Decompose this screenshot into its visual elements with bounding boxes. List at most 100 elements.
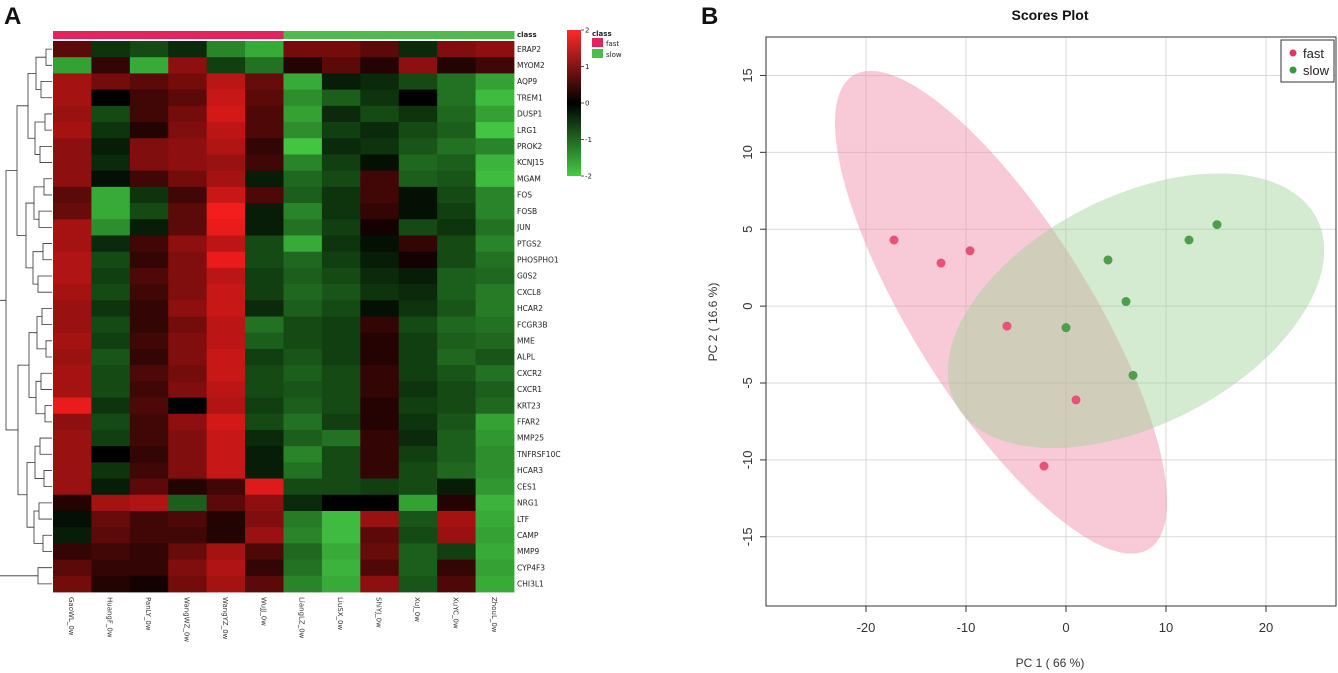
heatmap-cell xyxy=(53,235,92,253)
heatmap-cell xyxy=(437,397,476,415)
heatmap-cell xyxy=(360,575,400,593)
heatmap-cell xyxy=(283,381,323,398)
heatmap-cell xyxy=(129,527,169,544)
class-cell-fast xyxy=(129,31,169,39)
point-fast xyxy=(936,258,946,268)
heatmap-cell xyxy=(168,138,208,155)
heatmap-cell xyxy=(53,73,92,91)
heatmap-cell xyxy=(475,478,515,496)
heatmap-cell xyxy=(245,575,284,593)
heatmap-cell xyxy=(91,429,131,447)
gene-label: KRT23 xyxy=(517,401,541,410)
gene-label: TNFRSF10C xyxy=(516,450,561,459)
heatmap-cell xyxy=(475,235,515,253)
heatmap-cell xyxy=(245,381,284,398)
heatmap-cell xyxy=(437,122,476,139)
heatmap-cell xyxy=(53,267,92,285)
heatmap-cell xyxy=(245,510,284,528)
heatmap-cell xyxy=(245,170,284,188)
heatmap-cell xyxy=(53,543,92,560)
heatmap-cell xyxy=(398,381,438,398)
gene-label: TREM1 xyxy=(516,93,543,102)
heatmap-cell xyxy=(168,413,208,431)
heatmap-cell xyxy=(53,57,92,74)
heatmap-cell xyxy=(398,284,438,301)
heatmap-cell xyxy=(283,235,323,253)
heatmap-cell xyxy=(91,559,131,577)
heatmap-panel: class ERAP2 MYOM2 AQP9 TREM1 DUSP1 LRG1 PROK2 K… xyxy=(0,27,622,642)
heatmap-cell xyxy=(206,89,246,107)
gene-label: CXCL8 xyxy=(517,288,541,297)
scale-tick-label: 2 xyxy=(585,27,589,35)
color-scale-bar xyxy=(567,30,581,176)
heatmap-cell xyxy=(168,300,208,317)
point-slow xyxy=(1121,297,1131,307)
heatmap-cell xyxy=(398,154,438,172)
heatmap-cell xyxy=(398,73,438,91)
heatmap-cell xyxy=(168,41,208,58)
heatmap-cell xyxy=(437,219,476,236)
gene-labels: ERAP2 MYOM2 AQP9 TREM1 DUSP1 LRG1 PROK2 KCNJ15 M… xyxy=(516,45,561,589)
heatmap-cell xyxy=(283,462,323,479)
heatmap-cell xyxy=(129,170,169,188)
heatmap-cell xyxy=(168,381,208,398)
dendrogram-branch xyxy=(37,567,52,585)
heatmap-cell xyxy=(283,300,323,317)
y-axis-label: PC 2 ( 16.6 %) xyxy=(706,283,720,362)
heatmap-cell xyxy=(245,446,284,463)
heatmap-cell xyxy=(321,57,361,74)
heatmap-cell xyxy=(206,170,246,188)
heatmap-cell xyxy=(91,235,131,253)
heatmap-cell xyxy=(168,186,208,204)
dendrogram-branch xyxy=(0,299,38,577)
heatmap-cell xyxy=(206,41,246,58)
heatmap-cell xyxy=(475,413,515,431)
heatmap-cell xyxy=(91,478,131,496)
heatmap-cell xyxy=(360,559,400,577)
heatmap-cell xyxy=(91,575,131,593)
heatmap-cell xyxy=(321,170,361,188)
heatmap-cell xyxy=(91,527,131,544)
ellipse-slow xyxy=(947,173,1325,449)
heatmap-cell xyxy=(283,138,323,155)
heatmap-cell xyxy=(245,251,284,269)
gene-label: KCNJ15 xyxy=(517,158,544,167)
sample-label: PanLY_0w xyxy=(144,597,152,631)
y-tick-label: -5 xyxy=(740,377,755,389)
heatmap-cell xyxy=(360,41,400,58)
heatmap-cell xyxy=(129,575,169,593)
heatmap-cell xyxy=(475,446,515,463)
heatmap-cell xyxy=(360,186,400,204)
heatmap-cell xyxy=(398,575,438,593)
gridlines xyxy=(766,37,1336,606)
heatmap-cell xyxy=(245,413,284,431)
heatmap-cell xyxy=(91,446,131,463)
heatmap-cell xyxy=(398,186,438,204)
heatmap-cell xyxy=(283,89,323,107)
gene-label: PHOSPHO1 xyxy=(517,255,559,264)
y-tick-label: 10 xyxy=(740,145,755,159)
heatmap-cell xyxy=(398,527,438,544)
heatmap-cell xyxy=(168,543,208,560)
heatmap-cell xyxy=(475,154,515,172)
heatmap-cell xyxy=(475,348,515,366)
heatmap-cell xyxy=(398,332,438,350)
heatmap-cell xyxy=(321,429,361,447)
gene-label: HCAR3 xyxy=(517,466,543,475)
heatmap-cell xyxy=(53,462,92,479)
heatmap-cell xyxy=(91,251,131,269)
heatmap-cell xyxy=(245,348,284,366)
heatmap-cell xyxy=(91,219,131,236)
y-tick-label: -10 xyxy=(740,451,755,470)
heatmap-cell xyxy=(321,267,361,285)
heatmap-cell xyxy=(206,462,246,479)
dendrogram-branch xyxy=(38,502,52,520)
heatmap-cell xyxy=(245,219,284,236)
heatmap-cell xyxy=(283,122,323,139)
heatmap-cell xyxy=(245,105,284,123)
heatmap-cell xyxy=(398,235,438,253)
heatmap-cell xyxy=(206,575,246,593)
heatmap-cell xyxy=(129,429,169,447)
class-cell-fast xyxy=(206,31,246,39)
heatmap-cell xyxy=(437,575,476,593)
